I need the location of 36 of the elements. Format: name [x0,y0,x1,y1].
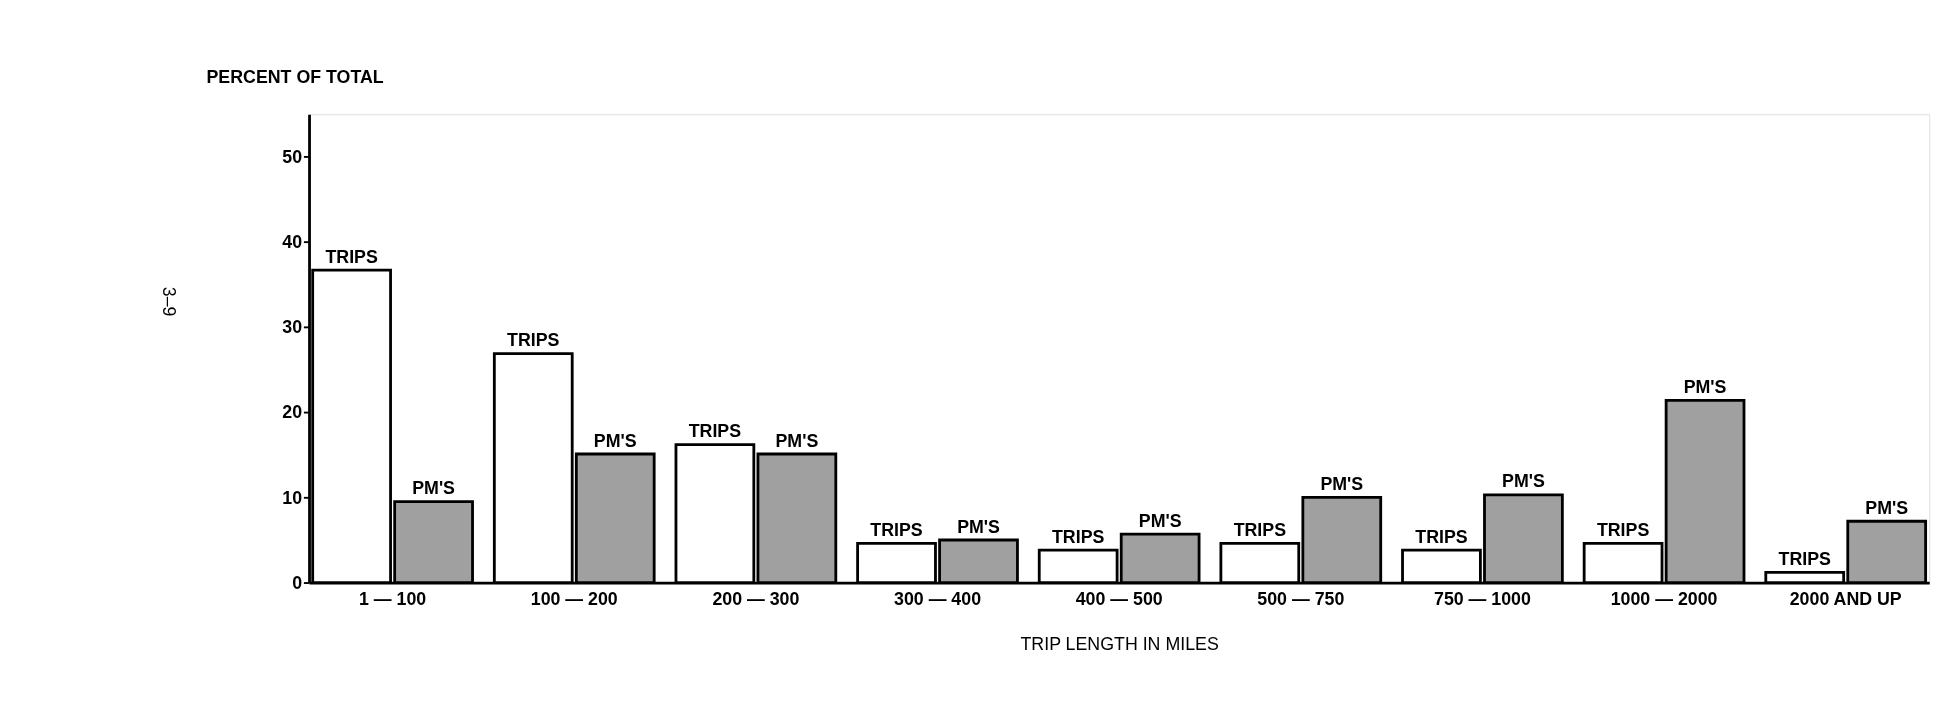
series-label: TRIPS [325,246,378,267]
x-tick-label: 100 — 200 [530,588,618,609]
text: TRIPS [870,519,923,540]
y-tick-label: 20 [282,402,303,423]
text: TRIPS [1596,519,1650,540]
text: TRIPS [1778,548,1831,569]
y-tick-label: 10 [282,487,303,508]
x-tick-label: 1000 — 2000 [1610,588,1718,609]
x-tick-label: 2000 AND UP [1789,588,1902,609]
text: PM'S [1138,510,1182,531]
text: PM'S [957,516,1000,537]
x-tick-label: 750 — 1000 [1433,588,1531,609]
text: PM'S [1683,376,1727,397]
text: 3–9 [158,286,179,317]
y-tick-label: 50 [282,146,303,167]
x-axis-title: TRIP LENGTH IN MILES [1020,634,1219,655]
text: PM'S [775,430,819,451]
text: TRIPS [1415,526,1468,547]
text: PM'S [1865,497,1909,518]
x-tick-label: 300 — 400 [894,588,982,609]
y-tick-label: 0 [292,572,303,593]
x-tick-label: 1 — 100 [359,588,427,609]
series-label: PM'S [412,478,456,499]
text: TRIPS [688,421,742,442]
y-tick-label: 40 [282,232,303,253]
text: PM'S [1502,471,1545,492]
x-tick-label: 500 — 750 [1257,588,1345,609]
text: PM'S [1320,473,1364,494]
x-tick-label: 200 — 300 [712,588,800,609]
text: PM'S [593,430,637,451]
y-axis-title: PERCENT OF TOTAL [206,66,384,87]
text: TRIPS [1233,519,1286,540]
text: TRIPS [507,330,560,351]
text: TRIPS [1051,526,1105,547]
x-tick-label: 400 — 500 [1075,588,1163,609]
y-tick-label: 30 [282,317,303,338]
